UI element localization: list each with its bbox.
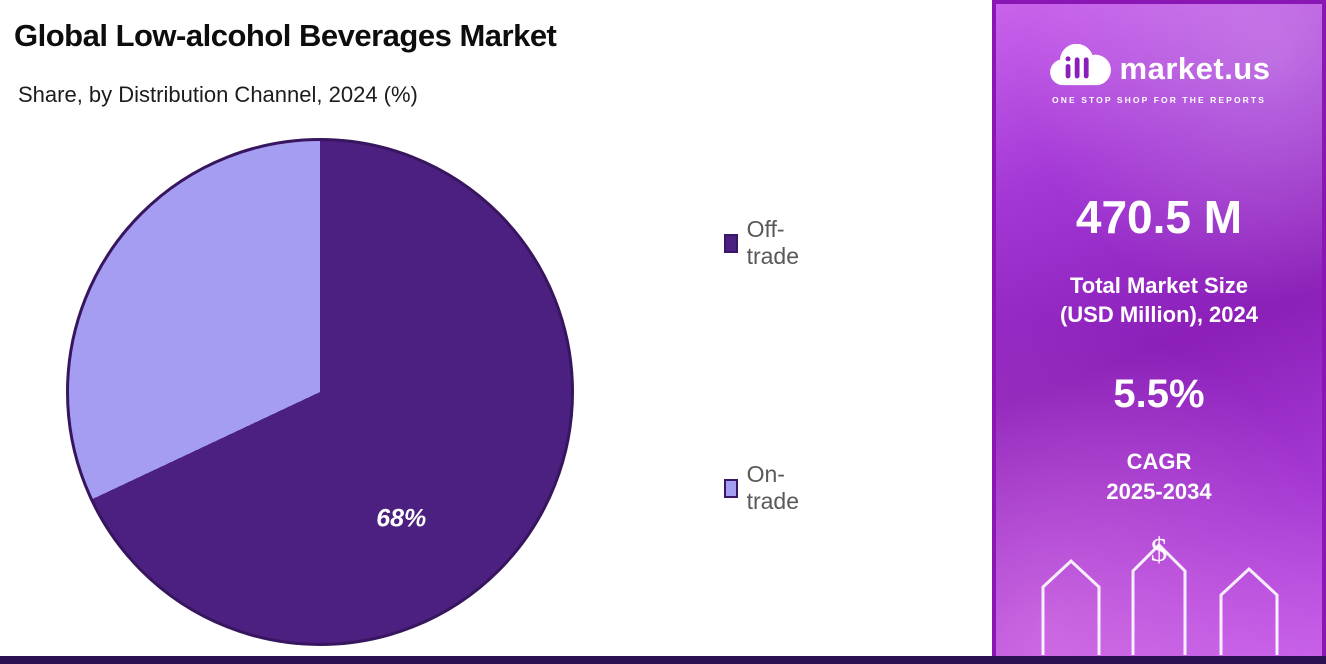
legend-swatch-off-trade xyxy=(724,233,738,253)
bottom-accent-bar xyxy=(0,656,1326,664)
pie-chart xyxy=(66,138,574,646)
cagr-label: CAGR 2025-2034 xyxy=(996,447,1322,506)
logo-wordmark: market.us xyxy=(1119,50,1271,86)
legend-label-on-trade: On-trade xyxy=(746,461,799,514)
pie-data-label: 68% xyxy=(376,504,427,533)
chart-area: Global Low-alcohol Beverages Market Shar… xyxy=(14,18,804,646)
market-size-value: 470.5 M xyxy=(1075,191,1243,243)
page-title: Global Low-alcohol Beverages Market xyxy=(14,18,557,53)
legend-item-on-trade: On-trade xyxy=(724,461,804,515)
cagr-value: 5.5% xyxy=(1113,372,1205,416)
growth-arrows-icon xyxy=(1033,533,1285,660)
logo-tagline: ONE STOP SHOP FOR THE REPORTS xyxy=(1052,95,1266,105)
pie-chart-wrap: 68% xyxy=(66,138,574,646)
brand-sidebar: market.us ONE STOP SHOP FOR THE REPORTS … xyxy=(992,0,1326,664)
legend-label-off-trade: Off-trade xyxy=(746,216,800,269)
legend-swatch-on-trade xyxy=(724,478,738,498)
cagr-label-line2: 2025-2034 xyxy=(1106,478,1212,504)
legend-item-off-trade: Off-trade xyxy=(724,216,804,270)
cagr-label-line1: CAGR xyxy=(1126,449,1192,474)
market-size-label-line2: (USD Million), 2024 xyxy=(1059,301,1259,327)
chart-subtitle: Share, by Distribution Channel, 2024 (%) xyxy=(18,82,418,107)
market-size-label-line1: Total Market Size xyxy=(1069,273,1249,298)
dollar-icon: $ xyxy=(1150,532,1168,569)
logo-block: market.us ONE STOP SHOP FOR THE REPORTS xyxy=(996,43,1322,105)
market-size-label: Total Market Size (USD Million), 2024 xyxy=(996,272,1322,329)
marketus-cloud-logo-icon xyxy=(1048,43,1112,93)
